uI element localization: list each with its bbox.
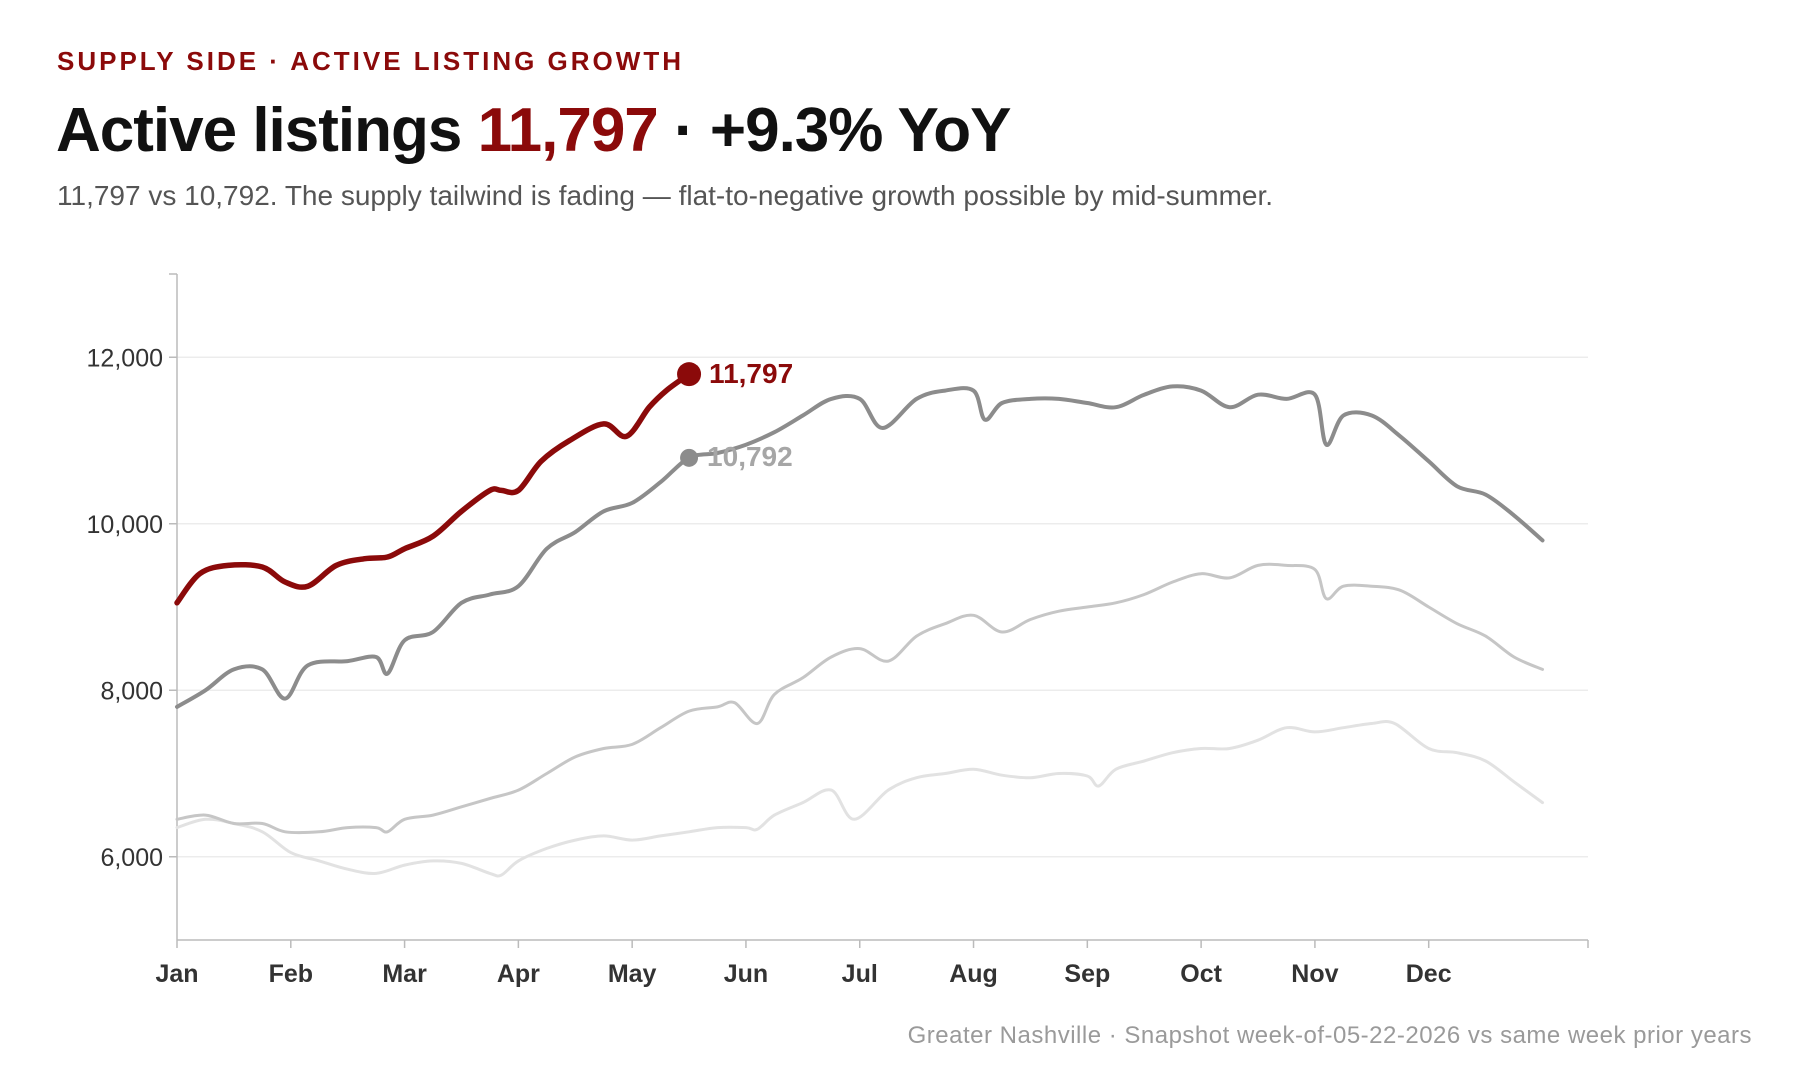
x-tick-label: Oct bbox=[1180, 960, 1222, 988]
x-tick-label: Jul bbox=[842, 960, 878, 988]
gridlines bbox=[177, 356, 1588, 858]
x-tick-label: Nov bbox=[1291, 960, 1338, 988]
y-tick-label: 10,000 bbox=[87, 511, 163, 539]
series-line-current bbox=[174, 371, 692, 606]
title-prefix: Active listings bbox=[56, 96, 478, 165]
axes: 6,000 8,000 10,000 12,000 Jan Feb Mar Apr May Jun… bbox=[87, 273, 1589, 988]
title-current-value: 11,797 bbox=[477, 96, 659, 165]
series-line-prior-2 bbox=[175, 562, 1544, 835]
x-tick-label: Sep bbox=[1064, 960, 1110, 988]
chart-title: Active listings 11,797 · +9.3% YoY bbox=[56, 95, 1012, 166]
x-tick-label: Mar bbox=[382, 960, 427, 988]
series-line-prior-3 bbox=[175, 720, 1544, 878]
x-tick-label: Jun bbox=[724, 960, 768, 988]
series-lines bbox=[174, 371, 1545, 878]
chart-footnote: Greater Nashville · Snapshot week-of-05-… bbox=[907, 1022, 1752, 1049]
x-tick-label: Aug bbox=[949, 960, 998, 988]
y-tick-label: 12,000 bbox=[87, 344, 163, 372]
y-tick-label: 6,000 bbox=[100, 844, 163, 872]
end-markers: 10,792 11,797 bbox=[677, 358, 793, 472]
chart-subtitle: 11,797 vs 10,792. The supply tailwind is… bbox=[57, 180, 1274, 211]
title-yoy-change: · +9.3% YoY bbox=[657, 96, 1011, 165]
chart-kicker: SUPPLY SIDE · ACTIVE LISTING GROWTH bbox=[57, 46, 684, 76]
end-marker-current bbox=[677, 362, 702, 387]
x-tick-label: Jan bbox=[155, 960, 198, 988]
x-tick-label: Feb bbox=[269, 960, 313, 988]
x-tick-label: May bbox=[608, 960, 657, 988]
series-line-prior-1 bbox=[175, 384, 1545, 709]
end-label-current: 11,797 bbox=[709, 358, 793, 389]
end-marker-prior-1 bbox=[680, 448, 699, 467]
x-tick-label: Dec bbox=[1406, 960, 1452, 988]
x-tick-label: Apr bbox=[497, 960, 540, 988]
y-tick-label: 8,000 bbox=[100, 677, 163, 705]
end-label-prior-1: 10,792 bbox=[707, 441, 793, 472]
